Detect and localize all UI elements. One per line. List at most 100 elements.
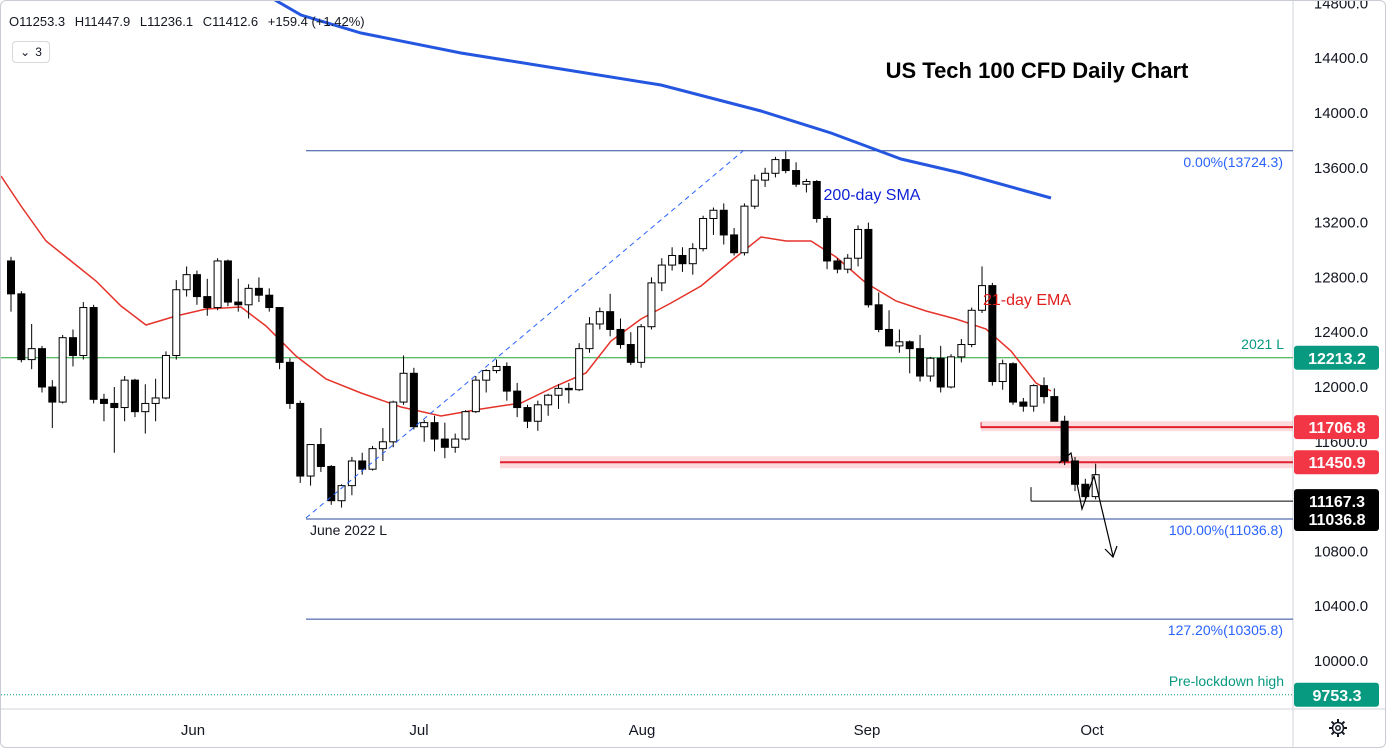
candle [265, 288, 274, 312]
levels [1, 150, 1293, 696]
legend-high: 11447.9 [84, 14, 131, 29]
candle [606, 293, 615, 337]
annotation-label: 127.20%(10305.8) [1168, 622, 1283, 638]
legend-open: 11253.3 [19, 14, 66, 29]
candle-body-down [440, 438, 449, 448]
candle-body-up [1029, 385, 1038, 407]
candle [967, 307, 976, 348]
candle [740, 203, 749, 256]
candle-body-up [172, 289, 181, 356]
candle [151, 378, 160, 422]
annotation-label: 2021 L [1241, 336, 1284, 352]
price-tick-label: 14000.0 [1314, 105, 1368, 122]
candle-body-down [988, 285, 997, 383]
candle-body-down [1040, 385, 1048, 398]
candle-body-down [916, 348, 925, 377]
candle-body-up [337, 485, 346, 502]
candle [575, 343, 584, 392]
candle [595, 307, 604, 330]
candle-body-up [699, 217, 708, 250]
candle-body-up [213, 260, 222, 309]
price-tick-label: 10400.0 [1314, 598, 1368, 615]
candle [678, 247, 687, 272]
candle-body-up [967, 309, 976, 346]
candle [48, 380, 57, 429]
candle-body-up [420, 422, 429, 428]
candle [213, 258, 222, 311]
candle-body-down [678, 254, 687, 265]
candle [223, 259, 232, 307]
candle-body-up [182, 274, 191, 291]
candle-body-down [7, 260, 15, 295]
ema-21-line [1, 175, 1052, 417]
candle [203, 278, 212, 316]
candle [719, 203, 728, 245]
candle-body-up [947, 356, 956, 388]
candle-body-down [327, 465, 336, 502]
candle [192, 270, 201, 305]
candle [781, 151, 790, 174]
candle-body-up [368, 448, 377, 470]
candle-body-up [843, 257, 852, 270]
candle [316, 428, 325, 472]
candle [409, 367, 418, 430]
candle [234, 278, 243, 312]
candle [988, 282, 997, 386]
collapse-indicators-button[interactable]: ⌄ 3 [12, 41, 50, 63]
price-tick-label: 10800.0 [1314, 543, 1368, 560]
candle [58, 334, 67, 404]
chevron-down-icon: ⌄ [20, 45, 31, 59]
candle [120, 376, 129, 422]
candle-body-up [761, 172, 770, 181]
candle [389, 400, 398, 448]
gear-icon[interactable] [1327, 717, 1349, 739]
candle-body-down [110, 402, 119, 409]
candle-body-up [647, 282, 656, 328]
candle-body-down [275, 307, 284, 363]
candle-body-up [58, 337, 67, 403]
candle-body-down [730, 234, 739, 254]
annotation-label: 200-day SMA [824, 187, 921, 204]
candle [833, 258, 842, 274]
price-label-text: 12213.2 [1308, 351, 1366, 368]
candle [823, 215, 832, 270]
candle [1029, 384, 1038, 412]
candle-body-up [244, 287, 253, 306]
candle [1060, 415, 1069, 466]
chart-title: US Tech 100 CFD Daily Chart [886, 58, 1189, 83]
candle-body-down [223, 260, 232, 303]
candle-body-up [895, 341, 904, 347]
candle-body-down [68, 337, 77, 356]
candle-body-down [513, 390, 522, 409]
candle-body-down [719, 209, 728, 236]
candle [626, 332, 635, 366]
candle-body-down [430, 422, 439, 440]
candle-body-down [502, 365, 511, 392]
candle-body-down [265, 294, 274, 309]
drawings [305, 150, 1118, 559]
candle-body-down [48, 386, 57, 403]
candle-body-down [792, 170, 801, 185]
moving-averages [1, 1, 1052, 417]
candle-body-up [709, 209, 718, 219]
candle-body-down [606, 311, 615, 330]
candle [874, 292, 883, 333]
candle-body-down [626, 344, 635, 363]
candle-body-up [595, 311, 604, 325]
price-label-box [1294, 415, 1379, 440]
price-tick-label: 14800.0 [1314, 1, 1368, 12]
candle [68, 329, 77, 367]
candle [657, 258, 666, 292]
candle [99, 393, 108, 422]
candle-body-up [998, 363, 1007, 383]
time-tick-label: Sep [854, 722, 881, 739]
candle-body-down [192, 274, 201, 298]
candle-body-up [740, 205, 749, 254]
candle [110, 387, 119, 453]
candle [843, 254, 852, 274]
price-axis: 14800.0 14400.0 14000.0 13600.0 13200.0 12800… [1294, 1, 1379, 707]
candle [709, 207, 718, 235]
candle [544, 393, 553, 416]
